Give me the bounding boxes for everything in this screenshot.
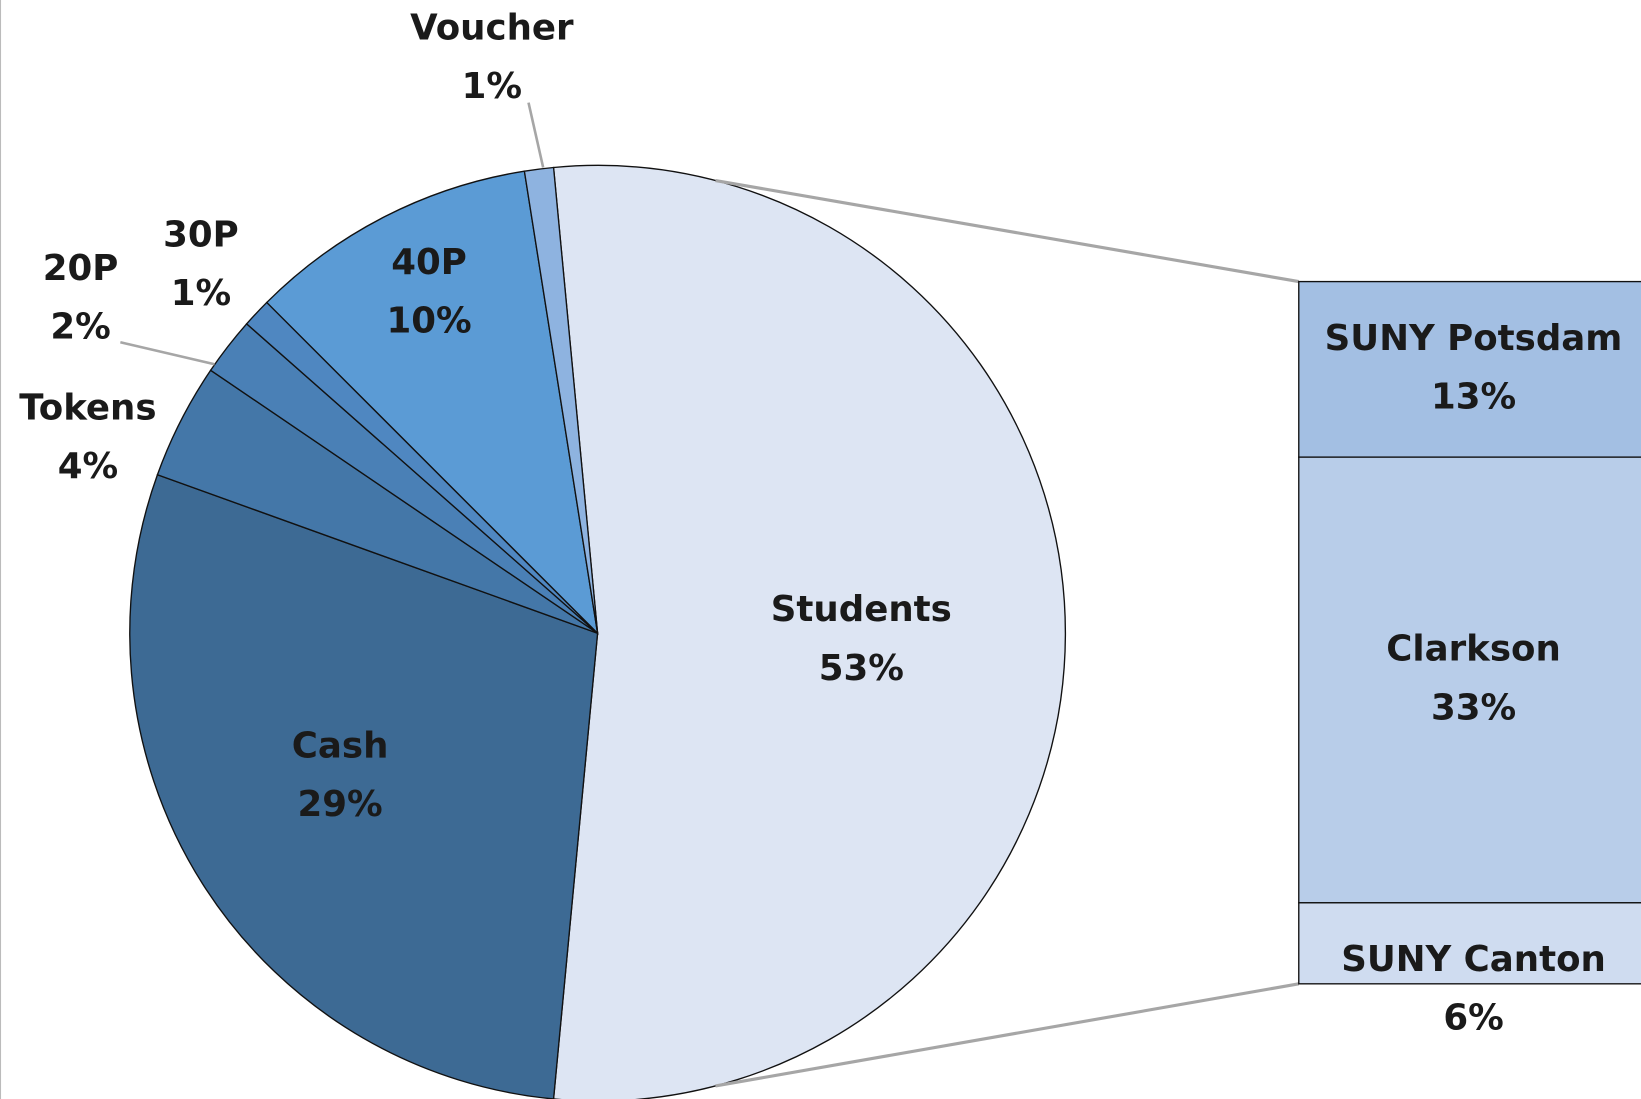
- slice-label: Voucher: [410, 7, 574, 48]
- slice-label: Cash: [292, 725, 389, 766]
- slice-value-label: 10%: [387, 300, 472, 341]
- slice-label: 40P: [391, 242, 467, 283]
- slice-label: 30P: [163, 215, 239, 256]
- leader-line: [527, 102, 545, 168]
- pie-slice: [552, 164, 1066, 1099]
- slice-value-label: 1%: [462, 66, 522, 107]
- slice-value-label: 2%: [50, 307, 110, 348]
- bar-label: Clarkson: [1386, 629, 1560, 670]
- slice-value-label: 1%: [171, 273, 231, 314]
- slice-label: 20P: [43, 248, 119, 289]
- bar-segment: [1298, 902, 1641, 985]
- slice-label: Tokens: [19, 387, 156, 428]
- slice-value-label: 53%: [819, 648, 904, 689]
- pie-slice: [265, 170, 599, 636]
- bar-segment: [1298, 456, 1641, 904]
- bar-label: SUNY Potsdam: [1325, 318, 1623, 359]
- leader-line: [120, 341, 215, 366]
- bar-value-label: 6%: [1443, 998, 1503, 1039]
- connector-line: [715, 178, 1300, 284]
- pie-slice: [523, 166, 599, 634]
- slice-label: Students: [771, 589, 952, 630]
- connector-line: [715, 982, 1300, 1088]
- slice-value-label: 4%: [58, 446, 118, 487]
- bar-value-label: 13%: [1431, 377, 1516, 418]
- bar-segment: [1298, 280, 1641, 458]
- slice-value-label: 29%: [298, 784, 383, 825]
- bar-value-label: 33%: [1431, 687, 1516, 728]
- pie-slice: [129, 473, 599, 1099]
- bar-label: SUNY Canton: [1341, 939, 1606, 980]
